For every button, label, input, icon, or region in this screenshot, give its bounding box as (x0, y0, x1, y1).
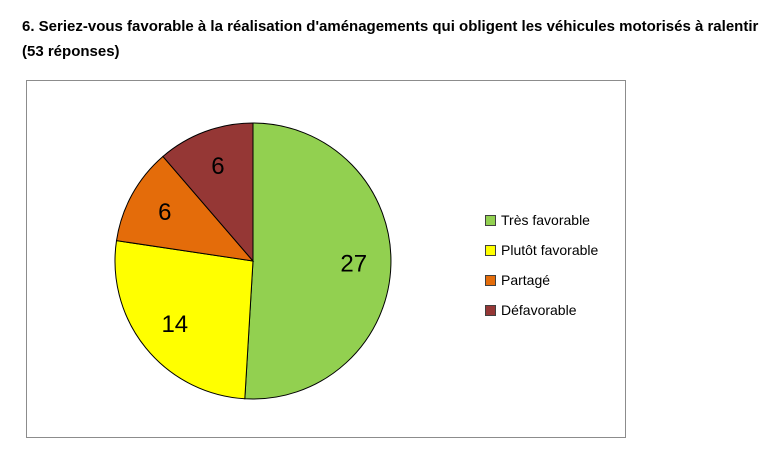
pie-data-label-1: 14 (161, 311, 188, 338)
pie-data-label-0: 27 (340, 251, 367, 278)
pie-slice-0 (244, 122, 392, 400)
legend-item-plutot-favorable: Plutôt favorable (485, 235, 598, 265)
question-title: 6. Seriez-vous favorable à la réalisatio… (22, 18, 759, 60)
pie-data-labels: 27 14 6 6 (158, 153, 367, 338)
pie-data-label-3: 6 (211, 153, 224, 180)
legend-swatch (485, 244, 496, 256)
legend-label: Très favorable (501, 212, 590, 228)
pie-slice-1 (114, 240, 254, 400)
pie-slice-2 (115, 155, 255, 262)
pie-slice-3 (162, 122, 254, 263)
legend-item-tres-favorable: Très favorable (485, 205, 598, 235)
legend-label: Plutôt favorable (501, 242, 599, 258)
legend-swatch (485, 214, 496, 226)
pie-data-label-2: 6 (158, 199, 171, 226)
chart-legend: Très favorable Plutôt favorable Partagé … (485, 205, 598, 325)
pie-chart: 27 14 6 6 (114, 122, 392, 400)
legend-label: Défavorable (501, 302, 577, 318)
chart-area: 27 14 6 6 Très favorable Plutôt favorable P… (26, 80, 626, 438)
pie-slices (114, 122, 392, 400)
legend-label: Partagé (501, 272, 551, 288)
legend-item-partage: Partagé (485, 265, 598, 295)
legend-swatch (485, 274, 496, 286)
legend-swatch (485, 304, 496, 316)
legend-item-defavorable: Défavorable (485, 295, 598, 325)
